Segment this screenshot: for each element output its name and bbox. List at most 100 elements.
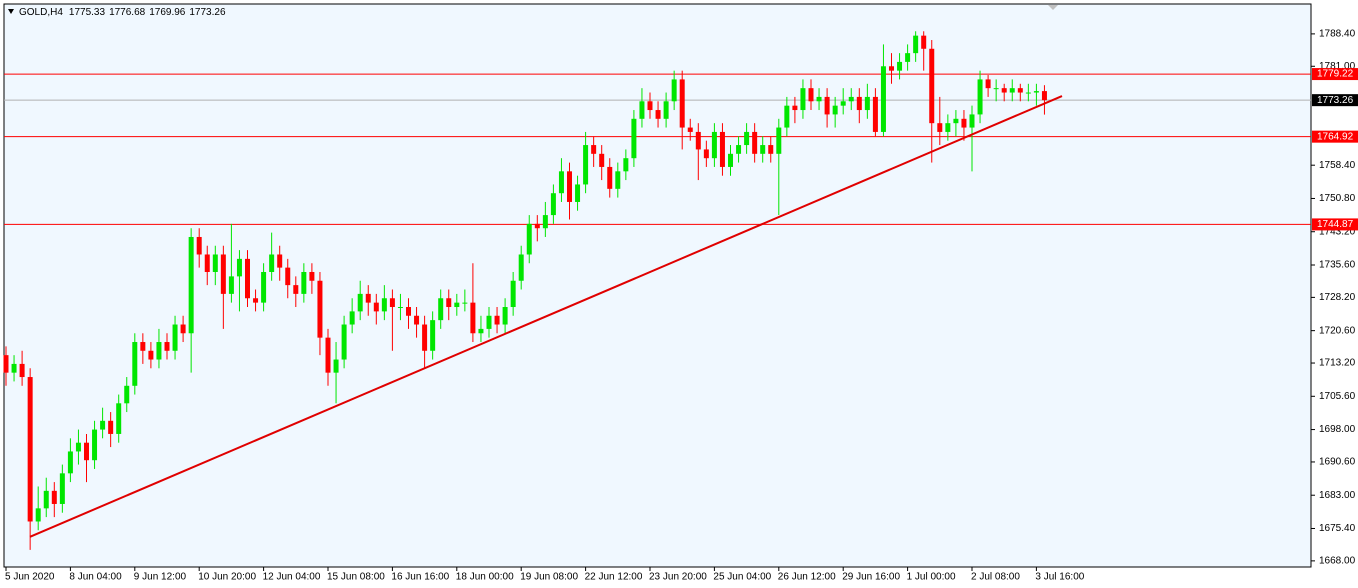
candle-body bbox=[341, 324, 347, 360]
candle-body bbox=[752, 131, 758, 154]
candle-body bbox=[59, 473, 65, 504]
candle-body bbox=[808, 88, 814, 102]
x-tick-label: 1 Jul 00:00 bbox=[907, 572, 956, 583]
candle-body bbox=[615, 171, 621, 189]
candle-body bbox=[140, 342, 146, 351]
y-tick-label: 1675.40 bbox=[1319, 523, 1356, 534]
candle-body bbox=[945, 123, 951, 132]
candle-body bbox=[631, 118, 637, 159]
level-label: 1744.87 bbox=[1317, 219, 1354, 230]
candle-body bbox=[518, 254, 524, 281]
candle-body bbox=[510, 280, 516, 308]
candle-body bbox=[1033, 91, 1039, 93]
candle-body bbox=[84, 442, 89, 461]
candle-body bbox=[389, 298, 395, 308]
candle-body bbox=[880, 66, 886, 132]
candle-body bbox=[301, 271, 307, 294]
candle-body bbox=[921, 35, 927, 49]
candle-body bbox=[695, 131, 701, 150]
x-tick-label: 22 Jun 12:00 bbox=[585, 572, 643, 583]
candle-body bbox=[220, 254, 226, 294]
candle-body bbox=[253, 298, 259, 303]
x-tick-label: 9 Jun 12:00 bbox=[134, 572, 187, 583]
candle-body bbox=[542, 215, 548, 229]
x-tick-label: 12 Jun 04:00 bbox=[263, 572, 321, 583]
candle-body bbox=[760, 145, 766, 154]
candle-body bbox=[188, 236, 194, 334]
candle-body bbox=[736, 145, 742, 154]
candle-body bbox=[502, 307, 508, 325]
candle-body bbox=[462, 302, 468, 304]
candle-body bbox=[768, 145, 774, 154]
candle-body bbox=[671, 79, 677, 102]
candle-body bbox=[438, 298, 444, 321]
candle-body bbox=[309, 271, 315, 281]
candle-body bbox=[526, 223, 532, 255]
level-label-box bbox=[1312, 68, 1358, 81]
candle-body bbox=[977, 79, 983, 115]
level-label-box bbox=[1312, 130, 1358, 143]
candle-body bbox=[937, 123, 943, 132]
y-tick-label: 1698.00 bbox=[1319, 424, 1356, 435]
candle-body bbox=[575, 184, 581, 202]
y-tick-label: 1668.00 bbox=[1319, 556, 1356, 567]
y-tick-label: 1705.60 bbox=[1319, 391, 1356, 402]
candle-body bbox=[430, 320, 436, 351]
candle-body bbox=[11, 363, 17, 373]
candle-body bbox=[3, 355, 9, 373]
candle-body bbox=[679, 79, 685, 128]
candle-body bbox=[647, 101, 653, 111]
candle-body bbox=[269, 254, 275, 272]
current-price-box bbox=[1312, 94, 1358, 107]
candle-body bbox=[204, 254, 210, 272]
candle-body bbox=[365, 293, 371, 303]
candle-body bbox=[108, 420, 114, 434]
candle-body bbox=[1001, 88, 1007, 93]
candle-body bbox=[67, 451, 73, 474]
candle-body bbox=[414, 315, 420, 325]
candle-body bbox=[856, 96, 862, 111]
candle-body bbox=[905, 53, 911, 62]
candle-body bbox=[583, 145, 589, 185]
candle-body bbox=[19, 363, 25, 378]
candle-body bbox=[478, 328, 484, 334]
candle-body bbox=[51, 490, 57, 504]
candle-body bbox=[744, 131, 750, 146]
candle-body bbox=[357, 293, 363, 312]
header-close: 1773.26 bbox=[189, 7, 226, 18]
candle-body bbox=[953, 118, 959, 124]
candle-body bbox=[156, 342, 162, 360]
candle-body bbox=[711, 131, 717, 159]
candle-body bbox=[397, 307, 403, 309]
candle-body bbox=[567, 171, 572, 202]
candle-body bbox=[591, 145, 597, 154]
x-tick-label: 2 Jul 08:00 bbox=[971, 572, 1020, 583]
header-low: 1769.96 bbox=[149, 7, 186, 18]
candle-body bbox=[422, 324, 428, 351]
candle-body bbox=[92, 429, 98, 461]
candle-body bbox=[840, 101, 846, 106]
candle-body bbox=[212, 254, 218, 272]
candle-body bbox=[75, 442, 81, 452]
candle-body bbox=[172, 324, 178, 351]
candle-body bbox=[333, 359, 339, 373]
candle-body bbox=[116, 403, 122, 434]
candle-body bbox=[325, 337, 331, 373]
candle-body bbox=[245, 258, 250, 299]
candle-body bbox=[406, 307, 411, 316]
candle-body bbox=[1009, 88, 1015, 93]
candle-body bbox=[655, 110, 661, 119]
y-tick-label: 1728.20 bbox=[1319, 292, 1356, 303]
y-tick-label: 1735.60 bbox=[1319, 260, 1356, 271]
x-tick-label: 10 Jun 20:00 bbox=[198, 572, 256, 583]
candle-body bbox=[985, 79, 991, 89]
candle-body bbox=[486, 315, 492, 329]
x-tick-label: 16 Jun 16:00 bbox=[391, 572, 449, 583]
y-tick-label: 1758.40 bbox=[1319, 160, 1356, 171]
candle-body bbox=[776, 127, 782, 154]
candle-body bbox=[1017, 88, 1023, 93]
candle-body bbox=[599, 153, 605, 167]
candle-body bbox=[993, 88, 999, 90]
candle-body bbox=[800, 88, 806, 111]
